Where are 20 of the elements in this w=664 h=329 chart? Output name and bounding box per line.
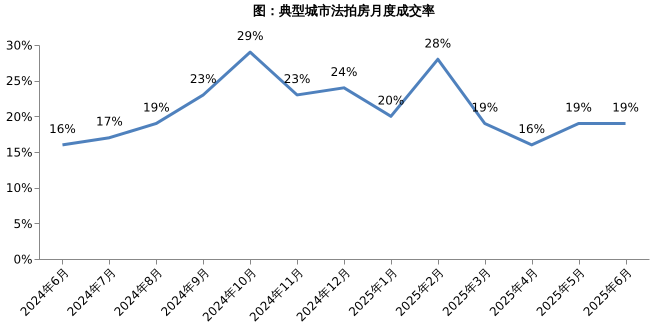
y-tick-label: 0%: [13, 252, 32, 266]
text: 19%: [612, 100, 639, 114]
text: 24%: [330, 64, 358, 79]
y-tick-label: 30%: [6, 38, 32, 52]
y-tick-label: 5%: [13, 216, 32, 231]
text: 29%: [236, 29, 264, 44]
text: 23%: [284, 72, 310, 86]
text: 19%: [142, 100, 170, 114]
y-tick-label: 25%: [6, 74, 32, 88]
y-tick-label: 15%: [6, 146, 32, 160]
text: 17%: [96, 114, 123, 129]
text: 19%: [565, 100, 592, 114]
text: 23%: [190, 72, 217, 86]
text: 20%: [378, 93, 404, 108]
chart-title: 图：典型城市法拍房月度成交率: [253, 3, 435, 20]
text: 16%: [518, 122, 546, 136]
text: 16%: [49, 122, 76, 136]
y-tick-label: 20%: [6, 110, 32, 124]
y-tick-label: 10%: [6, 181, 32, 196]
text: 28%: [424, 36, 452, 50]
